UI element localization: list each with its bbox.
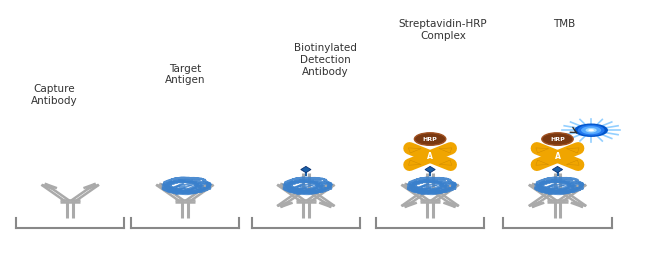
Text: A: A bbox=[554, 152, 560, 161]
Polygon shape bbox=[425, 166, 436, 173]
Polygon shape bbox=[301, 166, 311, 173]
Text: Biotinylated
Detection
Antibody: Biotinylated Detection Antibody bbox=[294, 43, 356, 76]
Polygon shape bbox=[536, 160, 549, 165]
Polygon shape bbox=[439, 148, 452, 153]
Circle shape bbox=[588, 129, 594, 131]
Polygon shape bbox=[566, 160, 579, 165]
Circle shape bbox=[586, 128, 597, 132]
Polygon shape bbox=[408, 148, 421, 153]
Text: Capture
Antibody: Capture Antibody bbox=[31, 84, 77, 106]
Text: Streptavidin-HRP
Complex: Streptavidin-HRP Complex bbox=[398, 19, 487, 41]
Text: HRP: HRP bbox=[422, 136, 437, 141]
Text: A: A bbox=[427, 152, 433, 161]
Polygon shape bbox=[439, 160, 452, 165]
Circle shape bbox=[581, 126, 601, 134]
Text: TMB: TMB bbox=[552, 19, 575, 29]
Polygon shape bbox=[408, 160, 421, 165]
Circle shape bbox=[415, 133, 446, 145]
Text: HRP: HRP bbox=[550, 136, 565, 141]
Circle shape bbox=[575, 124, 608, 137]
Polygon shape bbox=[566, 148, 579, 153]
Polygon shape bbox=[536, 148, 549, 153]
Circle shape bbox=[578, 125, 604, 136]
Circle shape bbox=[542, 133, 573, 145]
Polygon shape bbox=[552, 166, 563, 173]
Text: Target
Antigen: Target Antigen bbox=[164, 64, 205, 85]
